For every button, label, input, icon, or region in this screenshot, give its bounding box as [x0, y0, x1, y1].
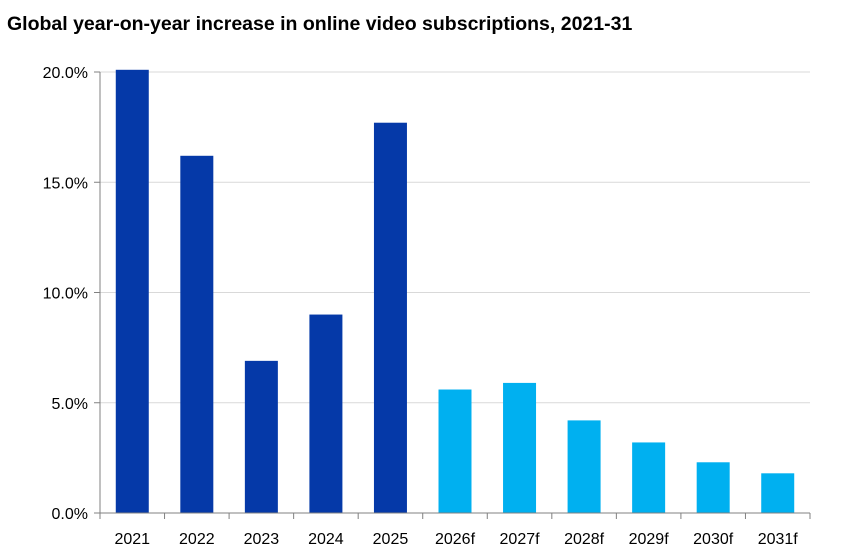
x-tick-label: 2031f — [758, 531, 799, 548]
bar-2025 — [373, 122, 407, 513]
x-tick-label: 2028f — [564, 531, 605, 548]
bar-2023 — [244, 360, 278, 513]
bar-2024 — [309, 314, 343, 513]
bar-2026f — [438, 389, 472, 513]
x-tick-label: 2030f — [693, 531, 734, 548]
x-tick-label: 2026f — [435, 531, 476, 548]
y-tick-label: 10.0% — [43, 286, 88, 303]
bar-2021 — [115, 69, 149, 514]
bar-2028f — [567, 420, 601, 513]
x-tick-label: 2024 — [308, 531, 344, 548]
bar-2022 — [180, 155, 214, 514]
x-tick-label: 2025 — [373, 531, 409, 548]
x-tick-label: 2027f — [500, 531, 541, 548]
x-tick-label: 2021 — [114, 531, 150, 548]
x-tick-label: 2022 — [179, 531, 215, 548]
x-tick-label: 2023 — [244, 531, 280, 548]
tick-labels: 0.0% 5.0% 10.0% 15.0% 20.0% 2021 2022 2023 2024 2… — [43, 65, 799, 548]
x-tick-label: 2029f — [629, 531, 670, 548]
bar-2030f — [696, 462, 730, 513]
y-tick-label: 5.0% — [52, 396, 88, 413]
bar-2031f — [761, 473, 795, 513]
chart-title: Global year-on-year increase in online v… — [7, 13, 633, 35]
y-tick-label: 15.0% — [43, 175, 88, 192]
y-tick-label: 0.0% — [52, 506, 88, 523]
bar-2029f — [632, 442, 666, 513]
bar-2027f — [503, 382, 537, 513]
axes — [94, 71, 811, 519]
y-tick-label: 20.0% — [43, 65, 88, 82]
bars — [115, 69, 795, 514]
